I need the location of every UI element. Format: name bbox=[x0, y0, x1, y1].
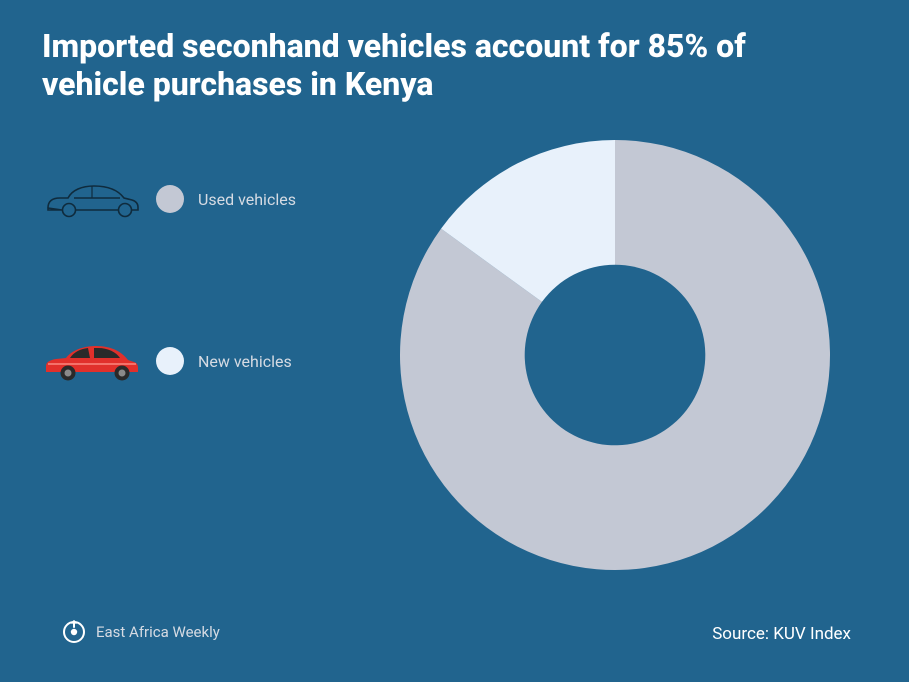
brand-footer: East Africa Weekly bbox=[62, 620, 220, 644]
legend-label-new: New vehicles bbox=[198, 352, 292, 371]
source-text: Source: KUV Index bbox=[712, 624, 851, 644]
page-title: Imported seconhand vehicles account for … bbox=[42, 28, 782, 104]
legend-item-used: Used vehicles bbox=[42, 178, 362, 220]
swatch-new bbox=[156, 347, 184, 375]
legend: Used vehicles New vehicles bbox=[42, 178, 362, 502]
legend-label-used: Used vehicles bbox=[198, 190, 296, 209]
donut-chart bbox=[400, 140, 830, 570]
brand-logo-icon bbox=[62, 620, 86, 644]
swatch-used bbox=[156, 185, 184, 213]
legend-item-new: New vehicles bbox=[42, 340, 362, 382]
donut-svg bbox=[400, 140, 830, 570]
brand-name: East Africa Weekly bbox=[96, 623, 220, 641]
car-outline-icon bbox=[42, 178, 142, 220]
car-red-icon bbox=[42, 340, 142, 382]
